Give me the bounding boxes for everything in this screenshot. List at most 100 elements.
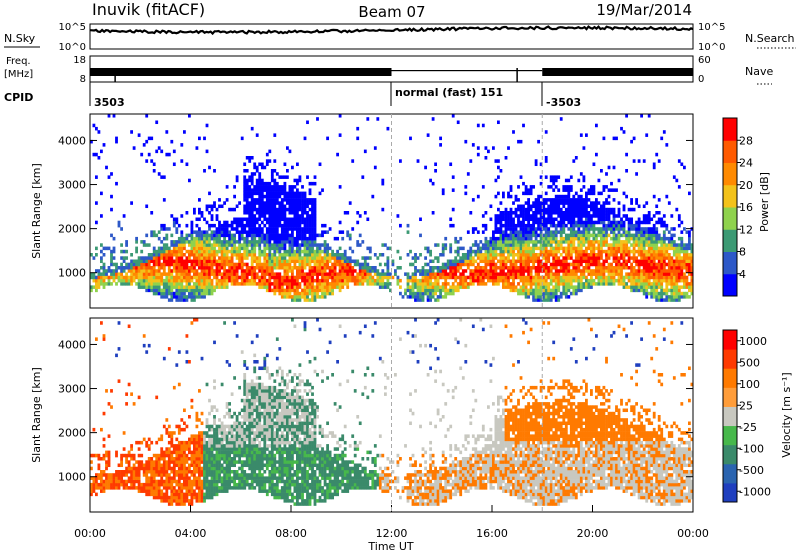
power-cell bbox=[275, 220, 279, 225]
power-cell bbox=[436, 269, 440, 273]
power-cell bbox=[361, 269, 365, 273]
power-cell bbox=[519, 262, 523, 267]
power-cell bbox=[579, 236, 583, 241]
power-cell bbox=[353, 278, 357, 283]
power-cell bbox=[620, 217, 623, 222]
velocity-cell bbox=[100, 473, 103, 477]
power-cell bbox=[416, 291, 420, 296]
power-cell bbox=[107, 275, 111, 280]
power-cell bbox=[200, 256, 204, 260]
power-cell bbox=[265, 288, 269, 293]
power-cell bbox=[358, 275, 362, 280]
power-cell bbox=[544, 201, 548, 205]
velocity-cell bbox=[117, 482, 121, 487]
power-cell bbox=[615, 220, 618, 225]
power-cell bbox=[313, 243, 317, 247]
power-cell bbox=[177, 295, 181, 299]
power-cell bbox=[110, 259, 113, 264]
power-cell bbox=[323, 278, 327, 283]
power-cell bbox=[230, 240, 234, 244]
power-cell bbox=[519, 288, 523, 293]
power-cell bbox=[346, 278, 350, 283]
power-cell bbox=[240, 236, 244, 241]
power-cell bbox=[404, 291, 407, 296]
power-cell bbox=[577, 243, 581, 247]
power-cell bbox=[235, 266, 239, 270]
power-cell bbox=[208, 278, 211, 283]
power-cell bbox=[358, 282, 362, 286]
power-cell bbox=[640, 275, 644, 280]
power-cell bbox=[567, 227, 571, 231]
power-cell bbox=[273, 185, 277, 189]
power-cell bbox=[283, 253, 287, 257]
power-cell bbox=[585, 269, 588, 273]
power-cell bbox=[514, 233, 518, 238]
power-cell bbox=[688, 191, 691, 196]
power-cell bbox=[190, 253, 194, 257]
power-cell bbox=[230, 266, 234, 270]
power-cell bbox=[308, 291, 312, 296]
power-cell bbox=[188, 278, 191, 283]
power-cell bbox=[630, 249, 634, 254]
power-cell bbox=[223, 201, 227, 205]
power-cell bbox=[620, 256, 623, 260]
power-cell bbox=[416, 256, 420, 260]
power-cell bbox=[180, 298, 184, 302]
power-cell bbox=[690, 266, 694, 270]
power-cell bbox=[471, 243, 475, 247]
power-cell bbox=[180, 259, 184, 264]
power-cell bbox=[215, 269, 219, 273]
power-cell bbox=[286, 295, 289, 299]
power-cell bbox=[275, 233, 279, 238]
power-cell bbox=[414, 272, 417, 276]
power-cell bbox=[107, 269, 111, 273]
power-cell bbox=[672, 243, 676, 247]
power-cell bbox=[225, 220, 229, 225]
power-cell bbox=[650, 275, 654, 280]
power-cell bbox=[522, 214, 525, 218]
power-cell bbox=[547, 291, 551, 296]
power-cell bbox=[110, 272, 113, 276]
power-cell bbox=[253, 269, 257, 273]
power-cell bbox=[346, 266, 350, 270]
power-cell bbox=[152, 253, 156, 257]
power-cell bbox=[517, 288, 520, 293]
power-cell bbox=[145, 233, 149, 238]
power-cell bbox=[371, 194, 375, 199]
power-cell bbox=[200, 272, 204, 276]
power-cell bbox=[617, 178, 621, 183]
power-cell bbox=[223, 256, 227, 260]
power-cell bbox=[306, 243, 309, 247]
power-cell bbox=[190, 236, 194, 241]
power-cell bbox=[135, 275, 139, 280]
power-cell bbox=[127, 262, 131, 267]
power-cell bbox=[215, 240, 219, 244]
power-cell bbox=[225, 285, 229, 289]
power-cell bbox=[205, 243, 209, 247]
power-cell bbox=[306, 217, 309, 222]
power-cell bbox=[572, 217, 576, 222]
power-cell bbox=[278, 207, 282, 212]
power-cell bbox=[283, 162, 287, 167]
power-cell bbox=[662, 243, 666, 247]
power-cell bbox=[170, 269, 174, 273]
power-cell bbox=[469, 253, 473, 257]
power-cell bbox=[547, 227, 551, 231]
power-cell bbox=[446, 259, 450, 264]
power-cell bbox=[280, 227, 284, 231]
power-cell bbox=[522, 256, 525, 260]
power-cell bbox=[519, 175, 523, 179]
power-cell bbox=[253, 282, 257, 286]
power-cell bbox=[487, 253, 490, 257]
power-cell bbox=[524, 288, 528, 293]
power-cell bbox=[155, 262, 159, 267]
power-cell bbox=[590, 285, 593, 289]
power-cell bbox=[140, 285, 144, 289]
date-label: 19/Mar/2014 bbox=[596, 1, 692, 19]
power-cell bbox=[416, 159, 420, 163]
power-cell bbox=[296, 201, 299, 205]
power-cell bbox=[296, 298, 299, 302]
power-cell bbox=[559, 291, 563, 296]
power-cell bbox=[263, 236, 267, 241]
velocity-cell bbox=[90, 482, 93, 487]
